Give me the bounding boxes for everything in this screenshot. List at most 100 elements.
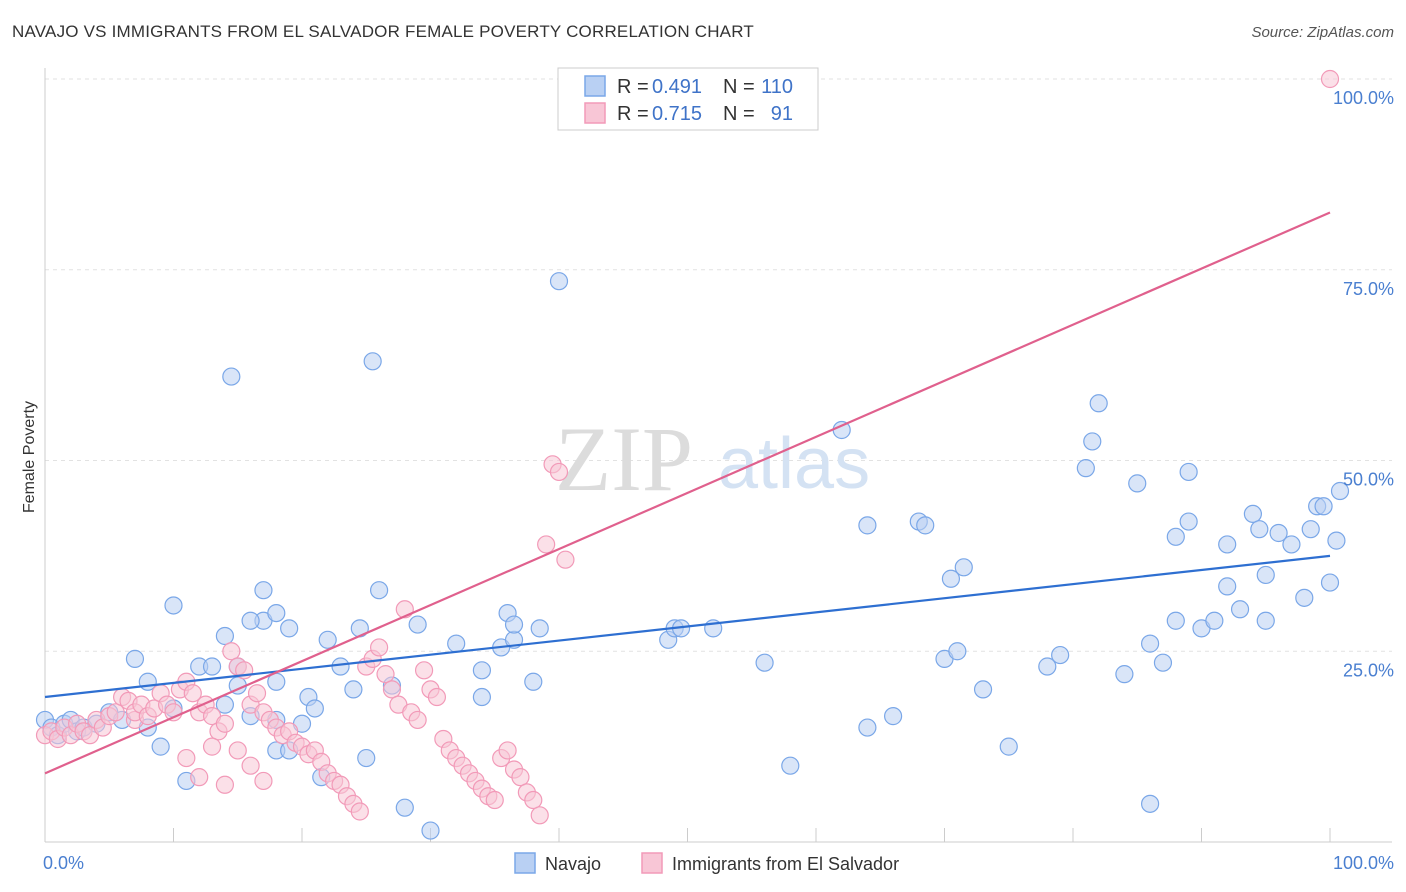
point-1-29 [215, 714, 234, 733]
point-0-46 [395, 798, 414, 817]
y-tick-labels: 25.0% 50.0% 75.0% 100.0% [1333, 88, 1394, 680]
trend-line-1 [44, 211, 1331, 775]
point-0-73 [948, 642, 967, 661]
point-0-93 [1218, 577, 1237, 596]
point-0-14 [164, 596, 183, 615]
stats-swatch-navajo [584, 75, 606, 97]
stats-r-label-salvador: R = [617, 103, 649, 125]
point-1-55 [382, 680, 402, 699]
point-0-96 [1243, 504, 1263, 524]
point-1-89 [254, 771, 273, 791]
point-0-72 [941, 569, 961, 588]
point-0-82 [1115, 665, 1134, 684]
point-0-44 [370, 581, 389, 600]
point-0-102 [1295, 588, 1314, 607]
point-0-74 [954, 558, 973, 577]
source-label: Source: ZipAtlas.com [1251, 24, 1394, 41]
point-0-75 [973, 680, 993, 699]
point-0-57 [530, 619, 549, 638]
stats-n-value-salvador: 91 [771, 103, 793, 125]
point-0-97 [1250, 520, 1269, 539]
point-0-103 [1301, 520, 1320, 539]
trend-lines [44, 211, 1331, 775]
point-0-67 [858, 718, 877, 737]
point-0-55 [504, 615, 524, 634]
point-0-77 [1038, 657, 1057, 676]
point-1-53 [370, 638, 389, 657]
point-0-33 [280, 619, 299, 638]
point-0-107 [1327, 531, 1346, 550]
point-0-86 [1153, 653, 1173, 672]
stats-r-value-navajo: 0.491 [652, 76, 702, 98]
point-0-43 [363, 352, 382, 371]
point-0-10 [125, 649, 145, 668]
legend-label-navajo[interactable]: Navajo [545, 854, 601, 874]
point-0-92 [1205, 611, 1224, 630]
point-0-88 [1166, 527, 1185, 546]
point-0-49 [447, 634, 466, 653]
point-0-81 [1089, 394, 1108, 413]
point-1-60 [414, 661, 434, 680]
point-0-108 [1330, 481, 1350, 501]
legend-swatch-salvador[interactable] [641, 852, 663, 874]
point-1-82 [556, 550, 575, 569]
point-0-87 [1166, 611, 1185, 630]
stats-r-value-salvador: 0.715 [652, 103, 702, 125]
point-0-106 [1320, 573, 1340, 592]
point-1-77 [524, 790, 543, 810]
point-1-88 [241, 756, 260, 775]
point-1-34 [247, 684, 267, 703]
point-1-85 [202, 737, 222, 756]
point-0-40 [344, 680, 363, 699]
point-0-79 [1076, 459, 1095, 478]
trend-line-0 [44, 554, 1331, 699]
point-0-84 [1140, 794, 1160, 813]
point-1-84 [190, 768, 209, 787]
point-1-73 [498, 741, 517, 760]
point-0-99 [1256, 611, 1275, 630]
point-0-70 [916, 516, 935, 535]
point-0-50 [472, 661, 491, 680]
point-0-100 [1269, 523, 1288, 543]
stats-r-label-navajo: R = [617, 76, 649, 98]
series-0-points [35, 272, 1350, 840]
point-0-47 [408, 615, 427, 634]
point-0-29 [222, 367, 241, 386]
point-0-36 [305, 699, 324, 718]
stats-n-label-navajo: N = [723, 76, 755, 98]
y-tick-label-2: 75.0% [1343, 279, 1394, 299]
stats-swatch-salvador [584, 102, 606, 124]
point-0-76 [999, 737, 1018, 756]
point-0-18 [202, 657, 222, 676]
bottom-legend: Navajo Immigrants from El Salvador [514, 852, 899, 874]
point-1-71 [485, 790, 504, 810]
point-1-75 [511, 768, 530, 787]
point-1-24 [183, 684, 202, 703]
point-0-101 [1282, 535, 1301, 554]
point-1-59 [408, 710, 427, 730]
point-0-89 [1179, 462, 1198, 482]
point-1-87 [228, 741, 247, 760]
point-0-58 [549, 272, 569, 291]
point-1-50 [350, 802, 369, 821]
point-0-30 [241, 611, 260, 630]
point-0-94 [1218, 535, 1237, 554]
point-1-11 [106, 703, 125, 722]
point-0-68 [883, 707, 903, 726]
legend-swatch-navajo[interactable] [514, 852, 536, 874]
stats-legend: R = 0.491 N = 110 R = 0.715 N = 91 [557, 67, 819, 131]
point-1-30 [222, 642, 241, 661]
point-1-86 [215, 775, 234, 794]
watermark-zip: ZIP [555, 408, 693, 510]
point-0-66 [858, 516, 877, 535]
y-tick-label-0: 25.0% [1343, 660, 1394, 680]
grid [45, 78, 1392, 652]
series-1-points [35, 69, 1340, 825]
stats-n-value-navajo: 110 [761, 76, 793, 98]
point-0-80 [1083, 432, 1102, 451]
point-0-98 [1256, 565, 1275, 585]
point-0-105 [1314, 497, 1333, 516]
legend-label-salvador[interactable]: Immigrants from El Salvador [672, 854, 899, 874]
point-0-64 [781, 756, 800, 775]
